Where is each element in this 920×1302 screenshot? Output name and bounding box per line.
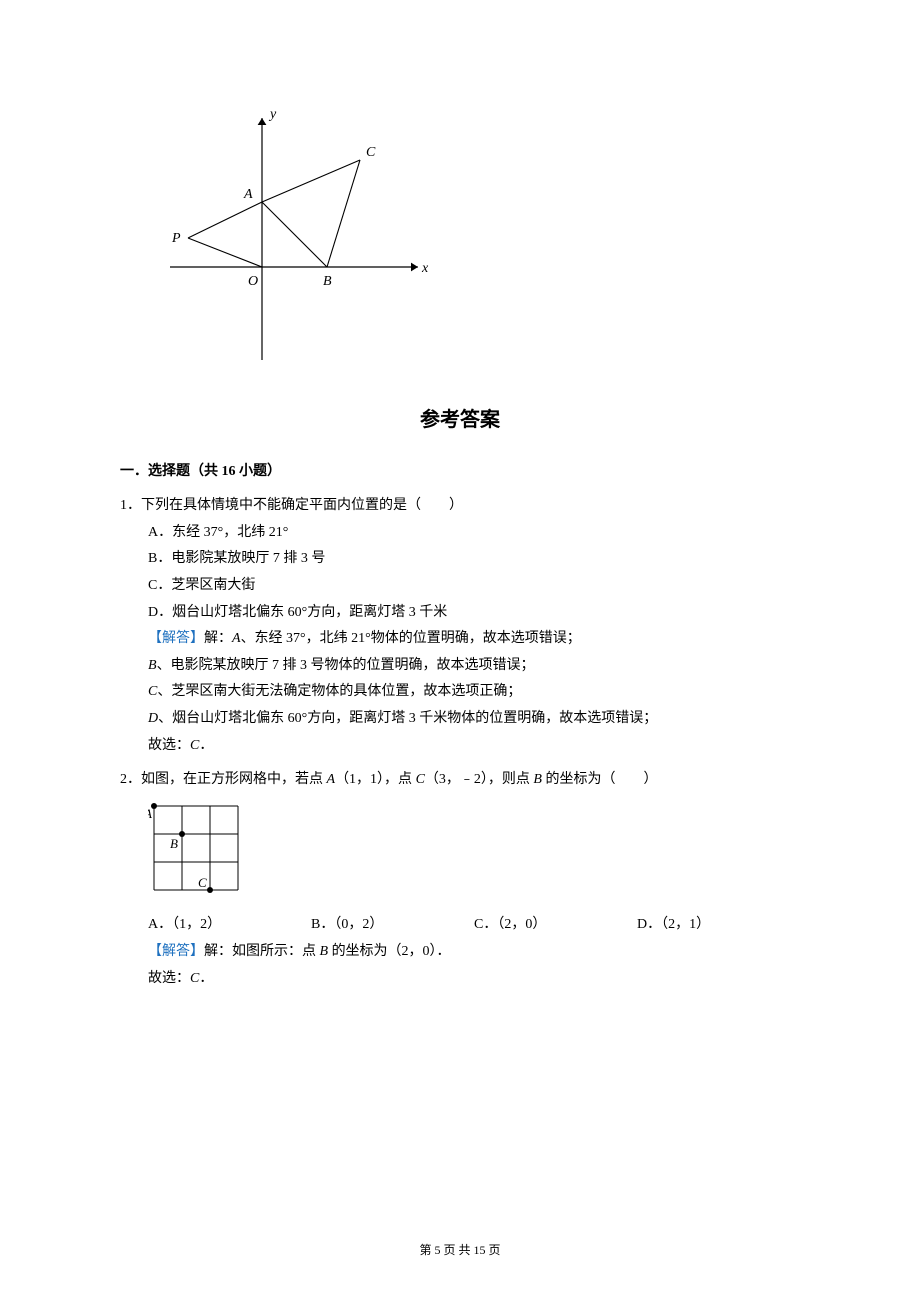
svg-text:A: A <box>243 187 253 202</box>
q2-options-row: A．（1，2） B．（0，2） C．（2，0） D．（2，1） <box>120 912 800 939</box>
q1-option-c: C．芝罘区南大街 <box>120 573 800 600</box>
q1-conclusion: 故选：C． <box>120 733 800 760</box>
q2-explain: 【解答】解：如图所示：点 B 的坐标为（2，0）． <box>120 939 800 966</box>
page: O A B C Px y 参考答案 一．选择题（共 16 小题） 1．下列在具体情境中不能… <box>0 0 920 1302</box>
q1-stem: 1．下列在具体情境中不能确定平面内位置的是（ ） <box>120 493 800 520</box>
q1-number: 1 <box>120 498 127 513</box>
svg-text:O: O <box>248 274 258 289</box>
svg-text:C: C <box>366 145 376 160</box>
q1-explain-line-2: B、电影院某放映厅 7 排 3 号物体的位置明确，故本选项错误； <box>120 653 800 680</box>
svg-text:x: x <box>421 261 429 276</box>
answers-title: 参考答案 <box>120 401 800 439</box>
svg-text:A: A <box>148 806 152 821</box>
page-footer: 第 5 页 共 15 页 <box>0 1239 920 1262</box>
q2-option-a: A．（1，2） <box>148 912 311 939</box>
question-1: 1．下列在具体情境中不能确定平面内位置的是（ ） A．东经 37°，北纬 21°… <box>120 493 800 759</box>
svg-text:y: y <box>268 107 277 122</box>
svg-text:C: C <box>198 875 207 890</box>
section-title: 一．选择题（共 16 小题） <box>120 459 800 486</box>
q1-option-b: B．电影院某放映厅 7 排 3 号 <box>120 546 800 573</box>
q1-stem-text: ．下列在具体情境中不能确定平面内位置的是（ ） <box>127 498 463 513</box>
q2-grid-figure: A B C <box>148 800 800 907</box>
q2-conclusion: 故选：C． <box>120 966 800 993</box>
q2-option-c: C．（2，0） <box>474 912 637 939</box>
top-coordinate-figure: O A B C Px y <box>170 100 800 371</box>
explain-label: 【解答】 <box>148 631 204 646</box>
svg-text:P: P <box>171 231 181 246</box>
q1-option-a: A．东经 37°，北纬 21° <box>120 520 800 547</box>
question-2: 2．如图，在正方形网格中，若点 A（1，1），点 C（3，﹣2），则点 B 的坐… <box>120 767 800 992</box>
svg-text:B: B <box>323 274 332 289</box>
q1-option-d: D．烟台山灯塔北偏东 60°方向，距离灯塔 3 千米 <box>120 600 800 627</box>
q1-explain-line-4: D、烟台山灯塔北偏东 60°方向，距离灯塔 3 千米物体的位置明确，故本选项错误… <box>120 706 800 733</box>
q1-explain-line-1: 【解答】解：A、东经 37°，北纬 21°物体的位置明确，故本选项错误； <box>120 626 800 653</box>
q2-stem: 2．如图，在正方形网格中，若点 A（1，1），点 C（3，﹣2），则点 B 的坐… <box>120 767 800 794</box>
svg-text:B: B <box>170 836 178 851</box>
q1-explain-line-3: C、芝罘区南大街无法确定物体的具体位置，故本选项正确； <box>120 679 800 706</box>
q2-option-d: D．（2，1） <box>637 912 800 939</box>
q2-option-b: B．（0，2） <box>311 912 474 939</box>
explain-label: 【解答】 <box>148 944 204 959</box>
q2-number: 2 <box>120 772 127 787</box>
